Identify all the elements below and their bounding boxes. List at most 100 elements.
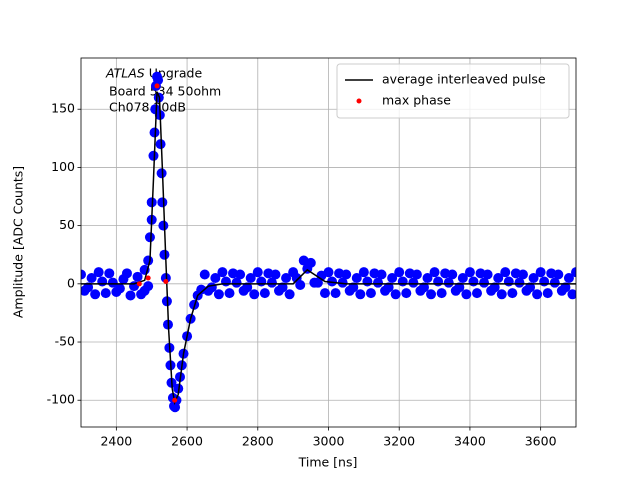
sample-point — [429, 267, 440, 278]
y-tick-label: 0 — [67, 275, 75, 290]
sample-point — [373, 277, 383, 288]
sample-point — [210, 273, 221, 284]
sample-point — [365, 288, 376, 299]
sample-point — [535, 267, 546, 278]
sample-point — [143, 281, 154, 292]
sample-point — [351, 273, 362, 284]
sample-point — [100, 288, 111, 299]
sample-point — [397, 276, 408, 287]
annotation: Upgrade — [149, 66, 203, 81]
sample-point — [517, 269, 528, 280]
sample-point — [436, 288, 447, 299]
sample-point — [500, 267, 511, 278]
sample-point — [390, 289, 401, 300]
sample-point — [411, 269, 422, 280]
sample-point — [454, 282, 465, 293]
sample-point — [528, 273, 539, 284]
sample-point — [571, 267, 576, 278]
x-axis-label: Time [ns] — [298, 455, 358, 470]
sample-point — [401, 288, 412, 299]
y-tick-label: -50 — [55, 334, 75, 349]
sample-point — [242, 282, 253, 293]
sample-point — [496, 289, 507, 300]
legend-label: max phase — [382, 93, 451, 108]
sample-point — [426, 289, 437, 300]
sample-point — [256, 276, 267, 287]
sample-point — [81, 269, 86, 280]
sample-point — [125, 290, 136, 301]
sample-point — [472, 288, 482, 299]
sample-point — [464, 267, 475, 278]
max-phase-point — [154, 83, 160, 89]
sample-point — [362, 276, 373, 287]
annotation: Ch078 20dB — [109, 100, 186, 115]
sample-point — [567, 289, 576, 300]
sample-point — [482, 269, 493, 280]
sample-point — [394, 267, 405, 278]
sample-point — [422, 273, 433, 284]
sample-point — [284, 289, 295, 300]
sample-point — [231, 277, 242, 288]
average-line — [81, 91, 576, 406]
sample-point — [217, 267, 228, 278]
sample-point — [199, 269, 210, 280]
sample-point — [337, 277, 348, 288]
sample-point — [563, 273, 574, 284]
sample-point — [457, 273, 468, 284]
sample-point — [461, 289, 472, 300]
sample-point — [323, 267, 334, 278]
max-phase-point — [136, 281, 142, 287]
legend-swatch — [356, 98, 362, 104]
plot-frame — [80, 57, 577, 428]
max-phase-point — [163, 278, 169, 284]
sample-point — [341, 269, 352, 280]
sample-point — [146, 197, 157, 208]
sample-point — [514, 277, 525, 288]
sample-point — [173, 383, 184, 394]
sample-point — [153, 75, 164, 86]
sample-point — [143, 255, 154, 266]
sample-point — [560, 282, 571, 293]
sample-point — [259, 288, 270, 299]
y-tick-label: 150 — [51, 101, 75, 116]
legend-box — [336, 63, 570, 119]
sample-point — [348, 282, 359, 293]
x-tick-label: 3600 — [525, 434, 557, 449]
sample-point — [249, 289, 260, 300]
sample-point — [93, 267, 104, 278]
sample-point — [148, 150, 159, 161]
sample-point — [144, 232, 155, 243]
sample-point — [327, 276, 338, 287]
y-tick-label: 100 — [51, 159, 75, 174]
sample-point — [157, 197, 168, 208]
y-axis-label: Amplitude [ADC Counts] — [11, 166, 26, 318]
sample-point — [121, 268, 132, 279]
annotation: Board 534 50ohm — [109, 84, 221, 99]
sample-point — [235, 269, 246, 280]
sample-point — [213, 289, 224, 300]
sample-point — [549, 277, 560, 288]
sample-point — [507, 288, 518, 299]
sample-point — [418, 282, 429, 293]
sample-point — [252, 267, 263, 278]
sample-point — [387, 273, 398, 284]
x-tick-label: 2800 — [242, 434, 274, 449]
sample-point — [155, 139, 166, 150]
annotation: ATLAS — [105, 66, 145, 81]
legend-label: average interleaved pulse — [382, 72, 546, 87]
sample-point — [270, 269, 281, 280]
x-tick-label: 3400 — [454, 434, 486, 449]
sample-point — [305, 257, 316, 268]
x-tick-label: 3200 — [383, 434, 415, 449]
sample-point — [266, 277, 277, 288]
sample-point — [539, 276, 550, 287]
sample-point — [489, 282, 500, 293]
x-tick-label: 2400 — [100, 434, 132, 449]
sample-point — [90, 289, 101, 300]
sample-point — [149, 127, 160, 138]
sample-point — [376, 269, 387, 280]
sample-point — [355, 289, 366, 300]
x-tick-label: 2600 — [171, 434, 203, 449]
sample-point — [479, 277, 490, 288]
